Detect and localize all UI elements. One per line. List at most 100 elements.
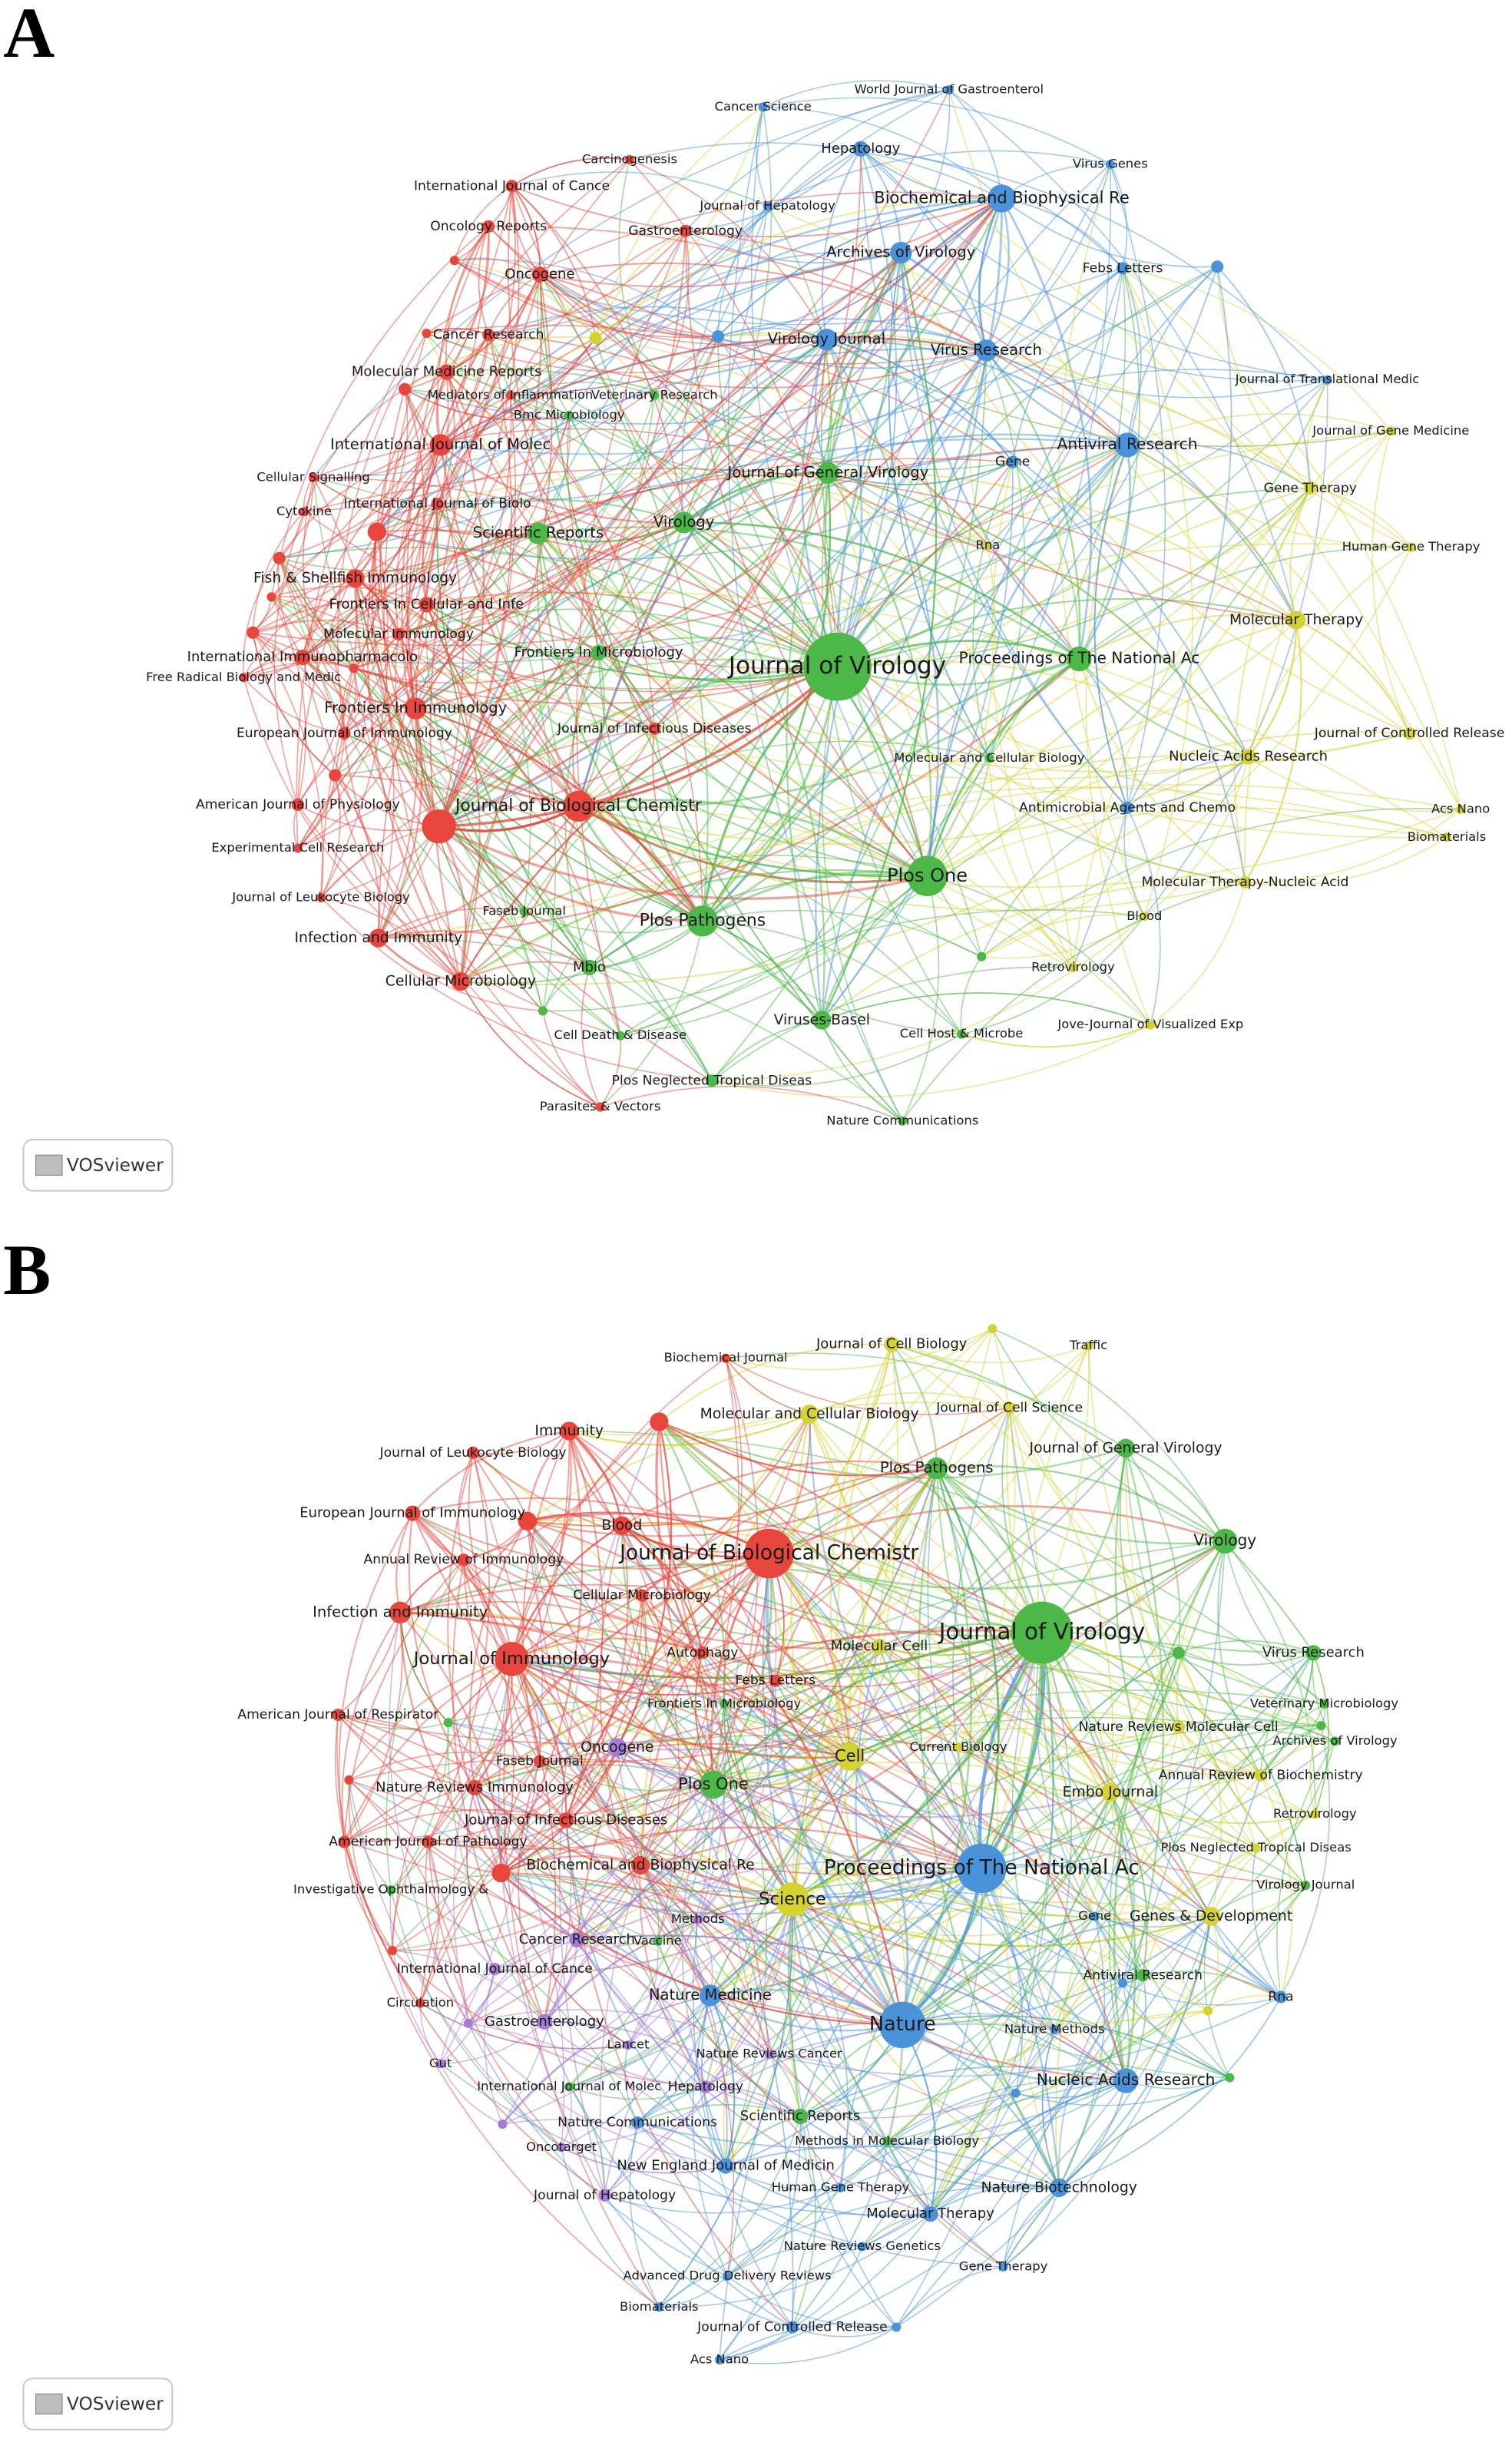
link — [438, 206, 769, 827]
node-label: Gut — [429, 2056, 452, 2070]
node — [344, 1775, 354, 1785]
node — [636, 1589, 649, 1602]
node — [560, 1421, 579, 1441]
link — [725, 2165, 931, 2218]
link — [578, 805, 1074, 968]
link — [711, 1024, 1151, 1098]
link — [821, 462, 1014, 1021]
link — [399, 1520, 528, 1613]
link — [343, 733, 462, 982]
node — [654, 2302, 664, 2312]
link — [961, 1024, 1151, 1047]
node-label: Journal of Controlled Release — [696, 2320, 888, 2335]
link — [641, 1595, 982, 1869]
node-label: Carcinogenesis — [582, 151, 677, 166]
link — [594, 230, 687, 339]
link — [399, 1612, 449, 1723]
link — [837, 597, 1297, 668]
link — [501, 1868, 982, 2125]
node — [718, 2158, 734, 2174]
link — [426, 333, 827, 373]
node — [399, 382, 412, 395]
node — [349, 663, 359, 673]
link — [426, 324, 1014, 463]
panel-letter: A — [3, 0, 55, 73]
link — [987, 268, 1123, 547]
link — [426, 328, 489, 336]
node-label: Cytokine — [276, 504, 332, 518]
link — [527, 1401, 1010, 1522]
link — [989, 620, 1297, 759]
link — [1110, 1792, 1315, 1825]
node — [944, 85, 954, 95]
link — [1276, 1740, 1336, 1997]
node — [956, 1843, 1007, 1894]
link — [604, 1899, 793, 2196]
link — [1072, 488, 1311, 968]
link — [460, 981, 600, 1108]
node-label: World Journal of Gastroenterol — [855, 82, 1044, 97]
link — [569, 1995, 711, 2088]
node — [367, 522, 386, 541]
node — [1116, 262, 1130, 275]
node-label: Experimental Cell Research — [211, 840, 384, 855]
link — [891, 1343, 1089, 1364]
link — [988, 658, 1080, 759]
link — [412, 1512, 1043, 1646]
link — [352, 531, 382, 669]
link — [767, 150, 1111, 207]
link — [1295, 619, 1411, 734]
node-label: Lancet — [607, 2037, 650, 2052]
badge-box — [22, 2377, 174, 2430]
link — [839, 2092, 1016, 2189]
link — [992, 1328, 1226, 1542]
link — [1127, 807, 1161, 1025]
link — [600, 921, 703, 1108]
link — [1178, 1726, 1315, 1815]
link — [344, 733, 591, 968]
link — [376, 529, 839, 668]
link — [878, 1646, 1096, 1917]
link — [711, 966, 1074, 1081]
link — [439, 1968, 495, 2064]
link — [297, 521, 684, 849]
link — [343, 415, 570, 734]
link — [353, 652, 599, 684]
link — [488, 334, 928, 877]
link — [968, 350, 989, 546]
link — [353, 339, 828, 669]
link — [985, 350, 1025, 759]
link — [702, 920, 962, 1035]
link — [1054, 1703, 1325, 2030]
node-label: Gastroenterology — [485, 2013, 604, 2030]
link — [343, 1630, 1043, 1843]
link — [355, 503, 438, 579]
link — [985, 198, 1010, 351]
link — [576, 1784, 714, 1941]
link — [981, 914, 1145, 958]
link — [1003, 1916, 1212, 2268]
link — [252, 632, 336, 776]
link — [509, 395, 703, 922]
link — [468, 1520, 528, 1788]
link — [1207, 1884, 1306, 2011]
node-label: Acs Nano — [690, 2351, 749, 2366]
link — [799, 2116, 1060, 2190]
link — [727, 107, 903, 1122]
link — [1125, 1775, 1262, 2081]
node — [405, 1505, 421, 1521]
link — [1245, 836, 1447, 886]
node-label: Molecular and Cellular Biology — [894, 750, 1085, 765]
link — [539, 197, 1003, 288]
link — [542, 444, 1128, 1011]
link — [878, 1646, 959, 1748]
link — [544, 2021, 793, 2328]
link — [936, 1464, 1226, 1542]
link — [297, 708, 417, 849]
node — [1310, 1809, 1320, 1819]
node — [531, 266, 548, 283]
link — [1122, 268, 1193, 917]
node-label: International Immunopharmacolo — [187, 649, 418, 665]
node — [687, 905, 719, 937]
node-label: Cell — [835, 1747, 865, 1765]
